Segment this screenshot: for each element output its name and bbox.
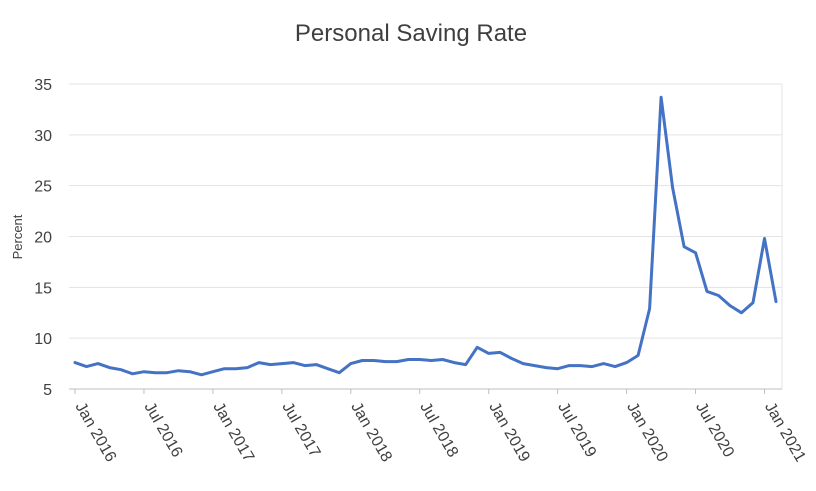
series-saving-rate — [73, 95, 778, 377]
data-point — [430, 359, 433, 362]
data-point — [636, 354, 640, 357]
y-tick-label: 20 — [34, 230, 52, 247]
x-tick-label: Jul 2016 — [140, 400, 185, 461]
data-point — [108, 366, 111, 369]
y-tick-label: 10 — [34, 331, 52, 348]
data-point — [476, 346, 479, 349]
data-point — [257, 361, 261, 364]
x-tick-label: Jan 2021 — [761, 400, 809, 466]
x-tick-label: Jan 2019 — [485, 400, 533, 466]
data-point — [682, 245, 686, 248]
y-tick-label: 35 — [34, 77, 52, 94]
data-point — [613, 365, 617, 368]
y-axis-label: Percent — [10, 214, 25, 259]
x-tick-label: Jan 2020 — [623, 400, 671, 466]
data-point — [292, 361, 295, 364]
data-point — [246, 366, 249, 369]
data-point — [648, 307, 651, 310]
series-line — [73, 95, 778, 377]
data-point — [269, 363, 272, 366]
data-point — [464, 363, 467, 366]
data-point — [165, 371, 169, 374]
data-point — [522, 362, 525, 365]
data-point — [154, 371, 157, 374]
data-point — [671, 186, 674, 189]
data-point — [717, 294, 720, 297]
gridlines — [69, 83, 783, 389]
y-tick-label: 25 — [34, 179, 52, 196]
data-point — [694, 251, 697, 254]
x-tick-label: Jul 2019 — [554, 400, 599, 461]
data-point — [188, 370, 192, 373]
data-point — [142, 370, 146, 373]
data-point — [590, 365, 594, 368]
data-point — [85, 365, 88, 368]
data-point — [384, 360, 387, 363]
x-tick-label: Jan 2018 — [347, 400, 395, 466]
x-tick-label: Jan 2016 — [72, 400, 120, 466]
data-point — [407, 358, 410, 361]
x-tick-label: Jul 2020 — [692, 400, 737, 461]
data-point — [234, 367, 238, 370]
chart-title: Personal Saving Rate — [295, 20, 527, 47]
data-point — [280, 362, 284, 365]
data-point — [211, 370, 215, 373]
data-point — [453, 361, 456, 364]
data-point — [728, 304, 732, 307]
data-point — [361, 359, 364, 362]
data-point — [556, 367, 559, 370]
data-point — [326, 367, 329, 370]
data-point — [338, 371, 341, 374]
data-point — [487, 352, 490, 355]
data-point — [418, 358, 421, 361]
y-tick-label: 30 — [34, 128, 52, 145]
data-point — [223, 367, 226, 370]
data-point — [567, 364, 571, 367]
data-point — [303, 364, 306, 367]
data-point — [545, 366, 548, 369]
y-axis-ticks: 5 10 15 20 25 30 35 — [34, 77, 52, 399]
data-point — [510, 357, 513, 360]
data-point — [96, 362, 100, 365]
data-point — [200, 373, 203, 376]
y-tick-label: 15 — [34, 280, 52, 297]
data-point — [315, 363, 318, 366]
data-point — [131, 372, 134, 375]
x-axis-ticks: Jan 2016 Jul 2016 Jan 2017 Jul 2017 Jan 2018… — [72, 389, 809, 465]
data-point — [774, 300, 778, 303]
x-tick-label: Jul 2017 — [278, 400, 323, 461]
data-point — [177, 369, 180, 372]
data-point — [751, 301, 755, 304]
data-point — [659, 96, 663, 99]
data-point — [705, 290, 709, 293]
data-point — [395, 360, 398, 363]
x-tick-label: Jul 2018 — [416, 400, 461, 461]
data-point — [763, 237, 766, 240]
data-point — [372, 359, 375, 362]
y-tick-label: 5 — [43, 382, 52, 399]
data-point — [73, 361, 77, 364]
data-point — [602, 362, 605, 365]
data-point — [499, 351, 502, 354]
data-point — [533, 364, 536, 367]
data-point — [119, 368, 123, 371]
data-point — [349, 362, 352, 365]
data-point — [740, 311, 743, 314]
data-point — [441, 358, 444, 361]
data-point — [579, 364, 582, 367]
data-point — [625, 361, 628, 364]
x-tick-label: Jan 2017 — [209, 400, 257, 466]
